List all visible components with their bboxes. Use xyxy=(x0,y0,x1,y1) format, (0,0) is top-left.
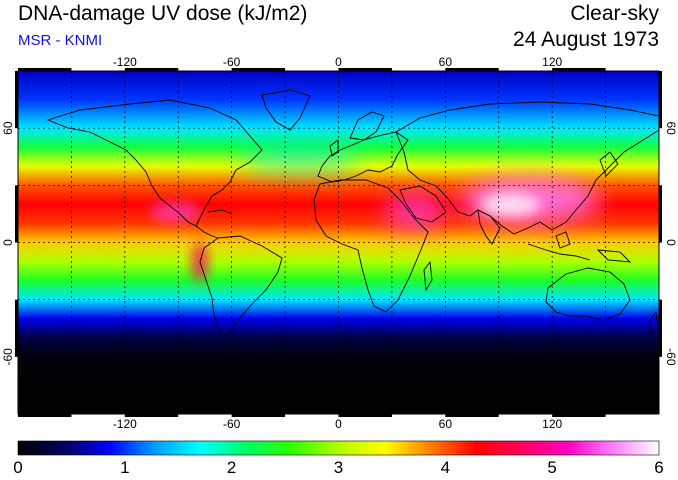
colorbar-tick-label: 4 xyxy=(440,458,451,477)
coast-australia xyxy=(545,267,631,321)
border-segment xyxy=(18,68,72,71)
lat-tick-label-left: 0 xyxy=(1,239,15,246)
lon-tick-label-top: -60 xyxy=(223,55,241,69)
lat-tick-label-left: -60 xyxy=(1,348,15,366)
coast-madagascar xyxy=(423,260,433,292)
border-segment xyxy=(445,414,499,417)
coast-central-america xyxy=(195,225,219,239)
border-segment xyxy=(338,414,392,417)
coast-new-guinea xyxy=(596,249,632,263)
coast-scandinavia xyxy=(349,111,385,141)
coast-north-america xyxy=(46,99,263,227)
border-segment xyxy=(659,299,662,357)
coastlines xyxy=(18,89,659,401)
sky-condition: Clear-sky xyxy=(570,2,659,25)
coast-caribbean xyxy=(207,209,233,215)
regional-maxima xyxy=(150,145,600,282)
lon-tick-label-top: 0 xyxy=(335,55,342,69)
border-segment xyxy=(338,68,392,71)
map-tick-labels: -120 -120 -60 -60 0 0 60 60 120 120 -60 -60 0 0 60 60 xyxy=(1,55,678,431)
border-segment xyxy=(231,414,286,417)
border-segment xyxy=(15,299,18,357)
colorbar-tick-label: 1 xyxy=(120,458,130,477)
colorbar-frame xyxy=(17,440,660,456)
border-segment xyxy=(231,68,286,71)
graticule xyxy=(18,71,659,414)
coast-arabia xyxy=(399,185,447,223)
colorbar-tick-label: 2 xyxy=(226,458,237,477)
colorbar-tick-label: 3 xyxy=(333,458,344,477)
lon-tick-label-bottom: 120 xyxy=(542,417,562,431)
coast-antarctica xyxy=(18,389,659,401)
border-segment xyxy=(445,68,499,71)
lon-tick-label-top: 120 xyxy=(542,55,562,69)
border-segment xyxy=(124,414,179,417)
coast-asia xyxy=(395,101,659,235)
colorbar-tick-label: 5 xyxy=(547,458,557,477)
coast-borneo xyxy=(555,231,571,249)
lon-tick-label-bottom: 60 xyxy=(439,417,453,431)
border-segment xyxy=(15,185,18,243)
band-atlantic xyxy=(240,145,360,175)
lon-tick-label-bottom: 0 xyxy=(335,417,342,431)
coast-new-zealand xyxy=(649,310,659,335)
colorbar xyxy=(17,440,660,456)
colorbar-tick-label: 6 xyxy=(654,458,664,477)
coast-uk xyxy=(329,139,339,157)
map-subtitle: MSR - KNMI xyxy=(18,32,103,49)
lon-tick-label-top: 60 xyxy=(439,55,453,69)
coast-greenland xyxy=(261,89,311,131)
map-panel: -120 -120 -60 -60 0 0 60 60 120 120 -60 -60 0 0 60 60 xyxy=(1,55,678,431)
border-segment xyxy=(18,414,72,417)
border-segment xyxy=(552,68,606,71)
map-border-bars xyxy=(15,68,662,417)
colorbar-ramp xyxy=(18,441,659,455)
hotspot-tibet-core xyxy=(480,193,540,217)
colorbar-tick-label: 0 xyxy=(13,458,23,477)
border-segment xyxy=(124,68,179,71)
hotspot-arabia xyxy=(385,194,445,230)
coast-europe xyxy=(317,131,409,183)
map-date: 24 August 1973 xyxy=(513,28,659,51)
lat-tick-label-left: 60 xyxy=(1,121,15,135)
lat-tick-label-right: -60 xyxy=(664,348,678,366)
coast-indonesia xyxy=(527,243,591,261)
lon-tick-label-bottom: -120 xyxy=(113,417,137,431)
border-segment xyxy=(659,71,662,129)
lon-tick-label-top: -120 xyxy=(113,55,137,69)
border-segment xyxy=(552,414,606,417)
border-segment xyxy=(659,185,662,243)
map-title: DNA-damage UV dose (kJ/m2) xyxy=(18,2,308,25)
lon-tick-label-bottom: -60 xyxy=(223,417,241,431)
lat-tick-label-right: 0 xyxy=(664,239,678,246)
border-segment xyxy=(15,71,18,129)
coast-india xyxy=(477,209,501,245)
hotspot-mexico xyxy=(150,202,200,222)
coast-japan xyxy=(599,151,619,177)
lat-tick-label-right: 60 xyxy=(664,121,678,135)
